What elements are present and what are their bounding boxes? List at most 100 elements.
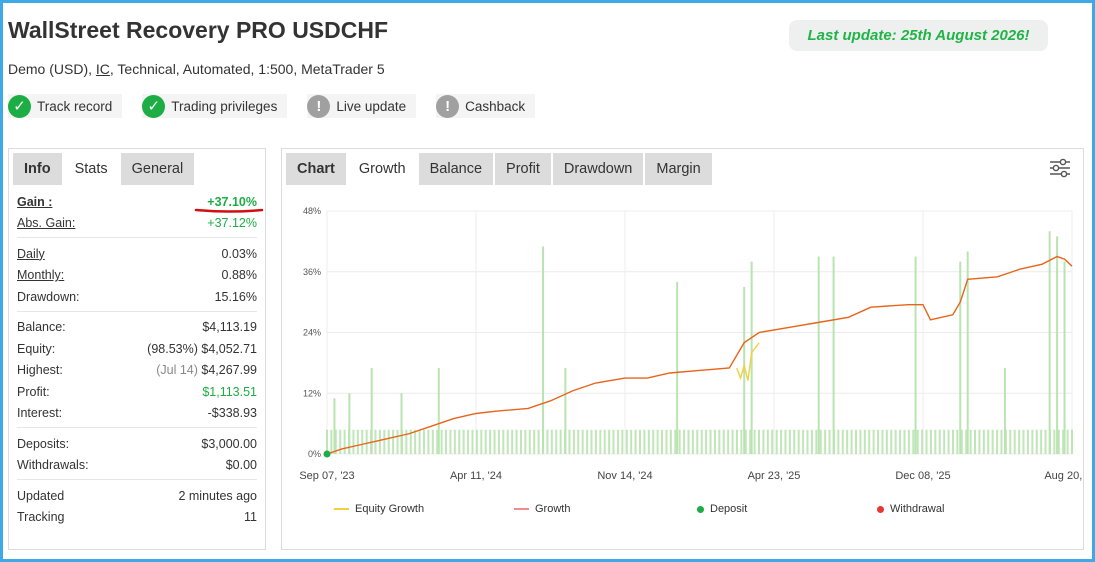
profit-bar xyxy=(519,429,522,454)
subtitle-suffix: , Technical, Automated, 1:500, MetaTrade… xyxy=(109,61,385,77)
stat-label[interactable]: Gain : xyxy=(17,194,53,209)
tab-stats[interactable]: Stats xyxy=(63,153,119,185)
stat-value: $4,113.19 xyxy=(202,320,257,335)
tab-general[interactable]: General xyxy=(120,153,195,185)
profit-bar xyxy=(550,429,553,454)
legend-withdrawal[interactable]: Withdrawal xyxy=(877,503,944,515)
profit-bar xyxy=(815,429,818,454)
stat-drawdown: Drawdown: 15.16% xyxy=(17,286,257,308)
profit-bar xyxy=(740,429,743,454)
tab-growth[interactable]: Growth xyxy=(347,153,417,185)
stat-note: (Jul 14) xyxy=(156,363,198,378)
profit-bar xyxy=(542,246,545,454)
last-update-banner: Last update: 25th August 2026! xyxy=(789,20,1048,51)
stat-label[interactable]: Monthly: xyxy=(17,268,65,283)
legend-deposit[interactable]: Deposit xyxy=(697,503,747,515)
profit-bar xyxy=(647,429,650,454)
stat-value: $3,000.00 xyxy=(201,436,257,451)
profit-bar xyxy=(978,429,981,454)
growth-line xyxy=(326,255,1073,455)
profit-bar xyxy=(678,429,681,454)
stat-value: 15.16% xyxy=(214,289,257,304)
profit-bar xyxy=(959,261,962,454)
stat-updated: Updated 2 minutes ago xyxy=(17,485,257,507)
profit-bar xyxy=(524,429,527,454)
stat-label: Updated xyxy=(17,488,65,503)
profit-bar xyxy=(749,429,752,454)
stat-value: $4,267.99 xyxy=(201,363,257,378)
profit-bar xyxy=(899,429,902,454)
profit-bar xyxy=(515,429,518,454)
stat-daily: Daily 0.03% xyxy=(17,243,257,265)
stat-label[interactable]: Abs. Gain: xyxy=(17,216,76,231)
legend-growth[interactable]: Growth xyxy=(514,503,570,515)
profit-bar xyxy=(1000,429,1003,454)
profit-bar xyxy=(696,429,699,454)
profit-bar xyxy=(713,429,716,454)
profit-bar xyxy=(612,429,615,454)
profit-bar xyxy=(437,367,440,454)
profit-bar xyxy=(555,429,558,454)
profit-bar xyxy=(705,429,708,454)
profit-bar xyxy=(784,429,787,454)
profit-bar xyxy=(348,393,351,454)
x-tick-label: Sep 07, '23 xyxy=(299,470,354,482)
profit-bar xyxy=(1048,231,1051,454)
badge-track-record[interactable]: ✓ Track record xyxy=(8,94,123,118)
tab-info[interactable]: Info xyxy=(13,153,62,185)
profit-bar xyxy=(462,429,465,454)
stat-label: Tracking xyxy=(17,510,65,525)
stats-panel: Info Stats General Gain : +37.10% Abs. G… xyxy=(8,148,266,550)
sliders-settings-icon[interactable] xyxy=(1049,158,1071,178)
profit-bar xyxy=(638,429,641,454)
tab-balance[interactable]: Balance xyxy=(418,153,494,185)
profit-bar xyxy=(422,429,425,454)
chart-legend: Equity Growth Growth Deposit Withdrawal xyxy=(282,503,1085,517)
profit-bar xyxy=(762,429,765,454)
profit-bar xyxy=(392,429,395,454)
stat-label: Withdrawals: xyxy=(17,458,89,473)
profit-bar xyxy=(333,398,336,454)
legend-label: Growth xyxy=(535,503,571,515)
tab-drawdown[interactable]: Drawdown xyxy=(552,153,644,185)
badge-cashback[interactable]: ! Cashback xyxy=(436,94,536,118)
tab-margin[interactable]: Margin xyxy=(645,153,712,185)
badge-live-update[interactable]: ! Live update xyxy=(307,94,417,118)
profit-bar xyxy=(409,429,412,454)
stat-label: Equity: xyxy=(17,341,56,356)
y-tick-label: 12% xyxy=(303,388,321,398)
tab-chart[interactable]: Chart xyxy=(286,153,346,185)
stat-label[interactable]: Daily xyxy=(17,246,45,261)
check-icon: ✓ xyxy=(8,94,31,118)
profit-bar xyxy=(445,429,448,454)
profit-bar xyxy=(489,429,492,454)
stat-value: 0.88% xyxy=(221,268,257,283)
profit-bar xyxy=(969,429,972,454)
legend-equity-growth[interactable]: Equity Growth xyxy=(334,503,424,515)
profit-bar xyxy=(859,429,862,454)
profit-bar xyxy=(974,429,977,454)
broker-link[interactable]: IC xyxy=(95,61,110,77)
profit-bar xyxy=(594,429,597,454)
stat-value: $4,052.71 xyxy=(201,341,257,356)
tab-profit[interactable]: Profit xyxy=(495,153,551,185)
profit-bar xyxy=(559,429,562,454)
profit-bar xyxy=(475,429,478,454)
profit-bar xyxy=(669,429,672,454)
profit-bar xyxy=(943,429,946,454)
legend-swatch xyxy=(697,505,704,513)
subtitle-prefix: Demo (USD), xyxy=(8,61,96,77)
profit-bar xyxy=(586,429,589,454)
profit-bar xyxy=(630,429,633,454)
profit-bar xyxy=(934,429,937,454)
profit-bar xyxy=(396,429,399,454)
profit-bar xyxy=(625,429,628,454)
profit-bar xyxy=(863,429,866,454)
badge-trading-privileges[interactable]: ✓ Trading privileges xyxy=(142,94,288,118)
exclamation-icon: ! xyxy=(307,94,331,118)
stat-tracking: Tracking 11 xyxy=(17,507,257,529)
profit-bar xyxy=(991,429,994,454)
profit-bar xyxy=(691,429,694,454)
profit-bar xyxy=(603,429,606,454)
profit-bar xyxy=(872,429,875,454)
